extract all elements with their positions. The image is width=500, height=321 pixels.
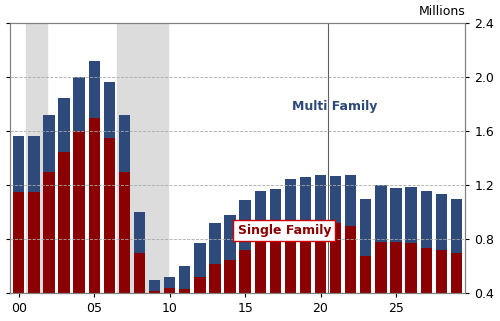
Bar	[284, 179, 296, 230]
Bar	[118, 115, 130, 172]
Bar	[436, 194, 447, 250]
Bar	[240, 200, 251, 250]
Bar	[390, 188, 402, 242]
Bar	[134, 213, 145, 253]
Bar	[28, 135, 40, 192]
Bar	[420, 191, 432, 247]
Bar	[44, 115, 54, 172]
Bar	[88, 61, 100, 118]
Bar	[74, 132, 85, 293]
Bar	[44, 172, 54, 293]
Bar	[164, 288, 175, 293]
Bar	[315, 226, 326, 293]
Bar	[315, 175, 326, 226]
Bar	[149, 291, 160, 293]
Bar	[254, 242, 266, 293]
Bar	[345, 175, 356, 226]
Text: Single Family: Single Family	[238, 224, 331, 237]
Bar	[134, 253, 145, 293]
Bar	[420, 247, 432, 293]
Bar	[284, 230, 296, 293]
Bar	[254, 191, 266, 242]
Bar	[240, 250, 251, 293]
Text: Multi Family: Multi Family	[292, 100, 378, 113]
Bar	[406, 187, 417, 244]
Bar	[330, 223, 342, 293]
Bar	[376, 186, 386, 242]
Bar	[270, 239, 281, 293]
Bar	[360, 199, 372, 256]
Bar	[179, 266, 190, 289]
Bar	[179, 289, 190, 293]
Bar	[149, 280, 160, 291]
Bar	[270, 189, 281, 239]
Text: Millions: Millions	[418, 5, 466, 18]
Bar	[210, 223, 220, 264]
Bar	[436, 250, 447, 293]
Bar	[164, 277, 175, 288]
Bar	[376, 242, 386, 293]
Bar	[26, 23, 48, 293]
Bar	[117, 23, 168, 293]
Bar	[104, 82, 115, 138]
Bar	[28, 192, 40, 293]
Bar	[58, 98, 70, 152]
Bar	[13, 192, 24, 293]
Bar	[330, 176, 342, 223]
Bar	[300, 177, 311, 229]
Bar	[194, 244, 205, 277]
Bar	[406, 244, 417, 293]
Bar	[88, 118, 100, 293]
Bar	[74, 77, 85, 132]
Bar	[118, 172, 130, 293]
Bar	[345, 226, 356, 293]
Bar	[194, 277, 205, 293]
Bar	[224, 215, 235, 260]
Bar	[58, 152, 70, 293]
Bar	[210, 264, 220, 293]
Bar	[450, 199, 462, 253]
Bar	[13, 135, 24, 192]
Bar	[390, 242, 402, 293]
Bar	[450, 253, 462, 293]
Bar	[300, 229, 311, 293]
Bar	[224, 260, 235, 293]
Bar	[104, 138, 115, 293]
Bar	[360, 256, 372, 293]
